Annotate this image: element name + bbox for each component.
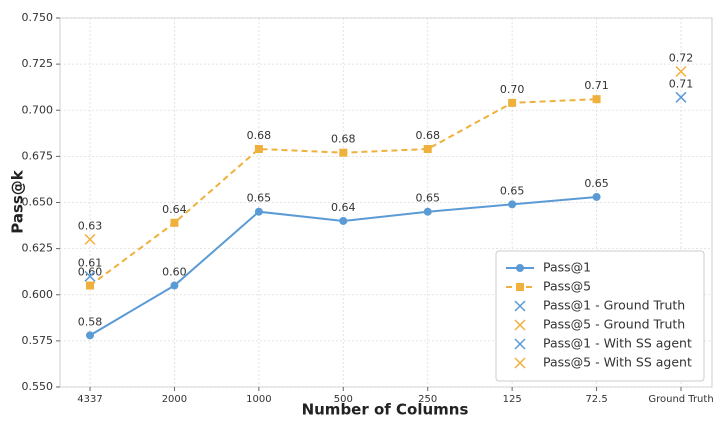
data-point bbox=[675, 65, 687, 78]
legend-label: Pass@1 - With SS agent bbox=[543, 336, 692, 351]
data-point bbox=[339, 216, 348, 225]
y-tick-label: 0.650 bbox=[22, 196, 54, 209]
y-tick-label: 0.675 bbox=[22, 149, 54, 162]
legend-label: Pass@5 - With SS agent bbox=[543, 355, 692, 370]
legend-label: Pass@1 - Ground Truth bbox=[543, 298, 685, 313]
y-tick-label: 0.600 bbox=[22, 288, 54, 301]
x-tick-label: 4337 bbox=[77, 394, 102, 405]
value-label: 0.72 bbox=[669, 52, 694, 65]
legend-box bbox=[495, 250, 705, 382]
x-tick-label: 72.5 bbox=[585, 394, 607, 405]
y-tick-label: 0.575 bbox=[22, 334, 54, 347]
data-point bbox=[86, 281, 94, 290]
data-point bbox=[86, 331, 94, 340]
legend-label: Pass@5 - Ground Truth bbox=[543, 317, 685, 332]
y-tick-label: 0.725 bbox=[22, 57, 54, 70]
value-label: 0.58 bbox=[78, 315, 103, 328]
value-label: 0.63 bbox=[78, 219, 103, 232]
data-point bbox=[423, 207, 432, 216]
legend-marker bbox=[516, 264, 524, 272]
data-point bbox=[675, 91, 687, 103]
data-point bbox=[339, 148, 348, 157]
legend-marker bbox=[514, 338, 526, 350]
x-tick-label: 1000 bbox=[246, 394, 271, 405]
value-label: 0.65 bbox=[247, 192, 272, 205]
x-tick-label: 2000 bbox=[162, 394, 187, 405]
x-tick-label: 250 bbox=[418, 394, 437, 405]
y-tick-label: 0.550 bbox=[22, 380, 54, 393]
x-tick-label: 125 bbox=[503, 394, 522, 405]
value-label: 0.64 bbox=[162, 203, 187, 216]
data-point bbox=[170, 281, 179, 290]
value-label: 0.71 bbox=[584, 79, 609, 92]
value-label: 0.70 bbox=[500, 83, 525, 96]
value-label: 0.68 bbox=[247, 129, 272, 142]
legend-marker bbox=[516, 283, 524, 291]
legend-marker bbox=[514, 319, 526, 331]
legend-label: Pass@1 bbox=[543, 260, 591, 275]
x-tick-label: Ground Truth bbox=[648, 394, 713, 405]
data-point bbox=[84, 270, 96, 282]
legend-label: Pass@5 bbox=[543, 279, 591, 294]
data-point bbox=[592, 192, 601, 201]
legend: Pass@1 Pass@5 Pass@1 - Ground Truth Pass@5 … bbox=[495, 250, 705, 382]
y-axis-label: Pass@k bbox=[9, 169, 27, 234]
value-label: 0.60 bbox=[78, 266, 103, 279]
value-label: 0.68 bbox=[331, 133, 356, 146]
value-label: 0.61 bbox=[78, 256, 103, 269]
data-point bbox=[592, 95, 601, 104]
data-point bbox=[423, 144, 432, 153]
legend-marker bbox=[514, 357, 526, 369]
legend-marker bbox=[514, 300, 526, 312]
value-label: 0.71 bbox=[669, 77, 694, 90]
data-point bbox=[508, 98, 517, 107]
y-tick-label: 0.750 bbox=[22, 11, 54, 24]
value-label: 0.60 bbox=[162, 266, 187, 279]
value-label: 0.65 bbox=[584, 177, 609, 190]
x-axis-label: Number of Columns bbox=[302, 401, 469, 419]
value-label: 0.65 bbox=[500, 184, 525, 197]
y-tick-label: 0.700 bbox=[22, 103, 54, 116]
value-label: 0.65 bbox=[415, 192, 440, 205]
x-tick-label: 500 bbox=[334, 394, 353, 405]
data-point bbox=[170, 218, 179, 227]
data-point bbox=[254, 144, 263, 153]
data-point bbox=[508, 200, 517, 209]
y-tick-label: 0.625 bbox=[22, 242, 54, 255]
value-label: 0.64 bbox=[331, 201, 356, 214]
data-point bbox=[84, 233, 96, 245]
value-label: 0.68 bbox=[415, 129, 440, 142]
data-point bbox=[254, 207, 263, 216]
